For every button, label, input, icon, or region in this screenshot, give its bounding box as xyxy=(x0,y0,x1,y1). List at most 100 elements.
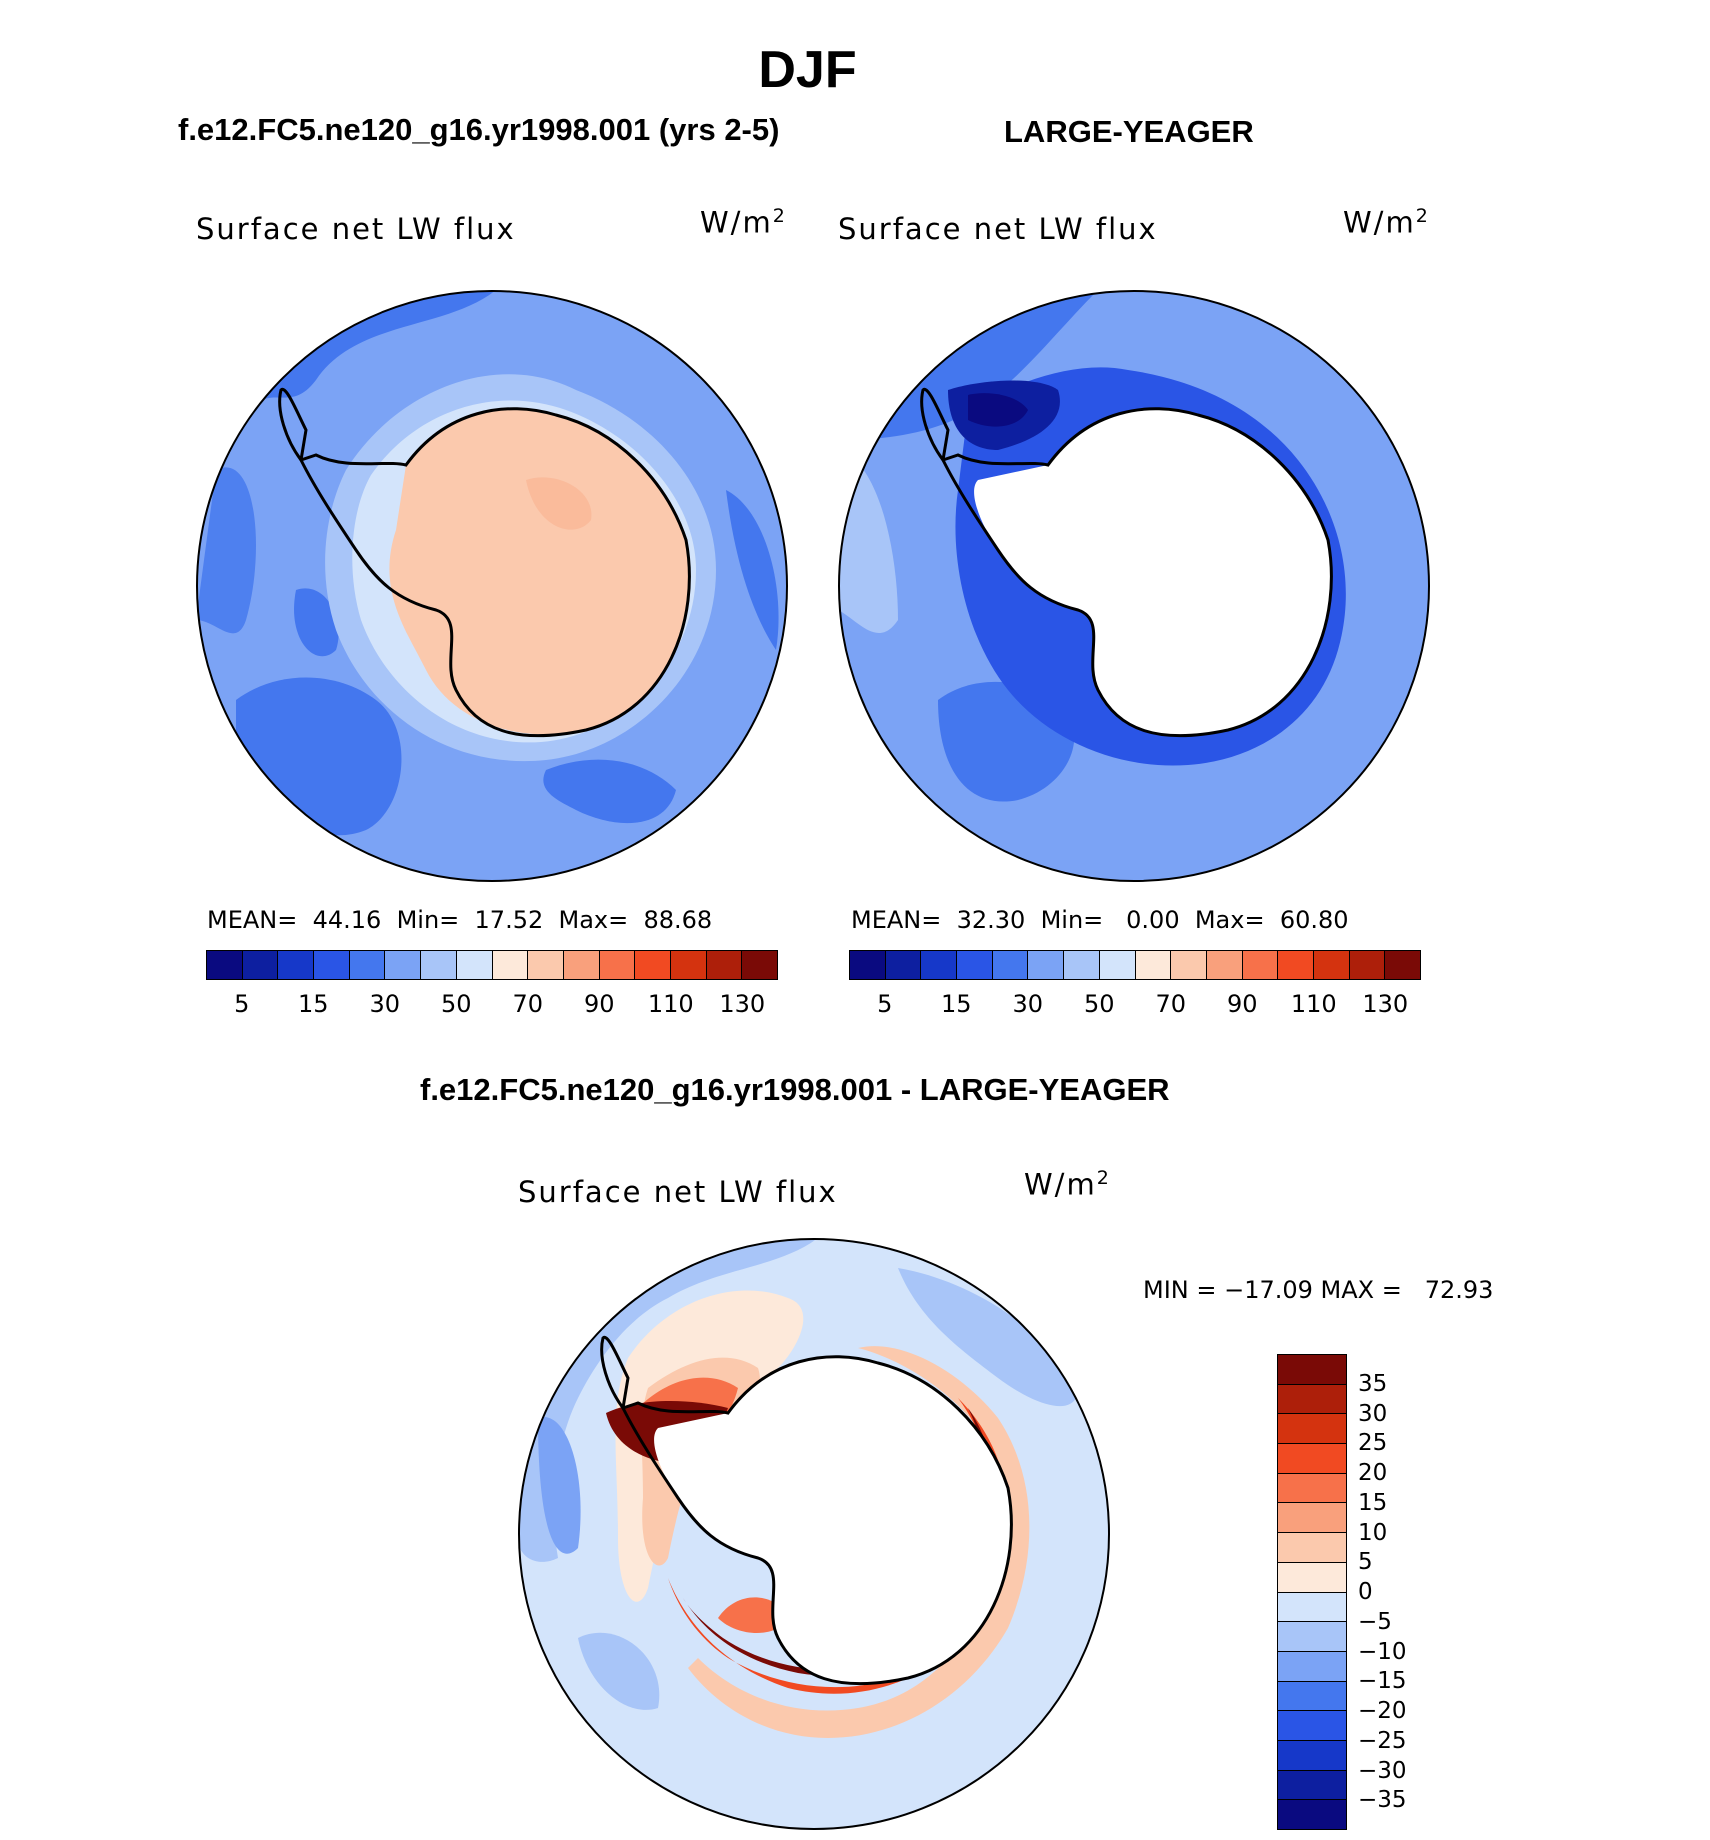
season-title: DJF xyxy=(758,41,857,99)
colorbar-tick-label: 30 xyxy=(369,990,401,1018)
colorbar-swatch xyxy=(635,951,671,979)
colorbar-tick-label: −30 xyxy=(1358,1757,1407,1784)
colorbar-tick-label: 30 xyxy=(1012,990,1044,1018)
colorbar-swatch xyxy=(528,951,564,979)
left-plot-label: Surface net LW flux xyxy=(196,212,516,246)
colorbar-swatch xyxy=(1171,951,1207,979)
colorbar-swatch xyxy=(1278,1384,1346,1415)
diff-colorbar xyxy=(1277,1354,1347,1830)
colorbar-tick-label: 30 xyxy=(1358,1400,1388,1427)
colorbar-tick-label: 130 xyxy=(719,990,766,1018)
colorbar-tick-label: 5 xyxy=(1358,1549,1373,1576)
colorbar-tick-label: 50 xyxy=(1083,990,1115,1018)
colorbar-tick-label: 70 xyxy=(512,990,544,1018)
colorbar-swatch xyxy=(1278,1740,1346,1771)
colorbar-swatch xyxy=(1242,951,1279,979)
colorbar-swatch xyxy=(1278,1355,1346,1385)
colorbar-swatch xyxy=(1278,1414,1346,1445)
colorbar-swatch xyxy=(957,951,993,979)
colorbar-tick-label: 15 xyxy=(1358,1489,1388,1516)
colorbar-swatch xyxy=(492,951,529,979)
colorbar-swatch xyxy=(1278,1800,1346,1829)
colorbar-tick-label: 110 xyxy=(1290,990,1337,1018)
left-units: W/m2 xyxy=(700,205,787,240)
colorbar-swatch xyxy=(921,951,958,979)
colorbar-swatch xyxy=(670,951,707,979)
colorbar-swatch xyxy=(1278,1562,1346,1593)
colorbar-swatch xyxy=(1278,1681,1346,1712)
colorbar-swatch xyxy=(1278,951,1314,979)
colorbar-swatch xyxy=(456,951,493,979)
colorbar-swatch xyxy=(885,951,922,979)
diff-colorbar-ticks: 35 30 25 20 15 10 5 0 −5 −10 −15 −20 −25 −30 −35 xyxy=(1358,1354,1478,1830)
colorbar-swatch xyxy=(1278,1711,1346,1741)
colorbar-swatch xyxy=(349,951,386,979)
colorbar-tick-label: −35 xyxy=(1358,1787,1407,1814)
colorbar-tick-label: 5 xyxy=(877,990,893,1018)
colorbar-swatch xyxy=(1278,1473,1346,1504)
colorbar-swatch xyxy=(1278,1592,1346,1623)
right-units: W/m2 xyxy=(1343,205,1430,240)
colorbar-tick-label: 15 xyxy=(297,990,329,1018)
colorbar-tick-label: −10 xyxy=(1358,1638,1407,1665)
colorbar-swatch xyxy=(1313,951,1350,979)
colorbar-swatch xyxy=(599,951,636,979)
colorbar-swatch xyxy=(1385,951,1420,979)
colorbar-swatch xyxy=(314,951,350,979)
colorbar-tick-label: 20 xyxy=(1358,1460,1388,1486)
colorbar-swatch xyxy=(1278,1444,1346,1474)
colorbar-tick-label: 70 xyxy=(1155,990,1187,1018)
colorbar-tick-label: 0 xyxy=(1358,1579,1373,1605)
diff-plot-label: Surface net LW flux xyxy=(518,1175,838,1209)
colorbar-tick-label: 50 xyxy=(440,990,472,1018)
case-title-right: LARGE-YEAGER xyxy=(1004,114,1254,149)
colorbar-swatch xyxy=(1278,1503,1346,1534)
case-title-left: f.e12.FC5.ne120_g16.yr1998.001 (yrs 2-5) xyxy=(178,112,780,147)
diff-polar-map xyxy=(518,1238,1110,1830)
colorbar-swatch xyxy=(1278,1533,1346,1563)
right-colorbar-ticks: 5 15 30 50 70 90 110 130 xyxy=(849,990,1421,1022)
diff-stats: MIN = −17.09 MAX = 72.93 xyxy=(1143,1276,1494,1304)
colorbar-swatch xyxy=(563,951,600,979)
colorbar-swatch xyxy=(1064,951,1100,979)
colorbar-tick-label: 15 xyxy=(940,990,972,1018)
colorbar-tick-label: −20 xyxy=(1358,1698,1407,1724)
left-colorbar-ticks: 5 15 30 50 70 90 110 130 xyxy=(206,990,778,1022)
colorbar-tick-label: 10 xyxy=(1358,1519,1388,1546)
colorbar-swatch xyxy=(1135,951,1172,979)
colorbar-tick-label: 130 xyxy=(1362,990,1409,1018)
colorbar-swatch xyxy=(385,951,422,979)
right-stats: MEAN= 32.30 Min= 0.00 Max= 60.80 xyxy=(851,906,1349,934)
colorbar-tick-label: 110 xyxy=(647,990,694,1018)
colorbar-swatch xyxy=(1278,1622,1346,1652)
colorbar-tick-label: −25 xyxy=(1358,1727,1407,1754)
colorbar-swatch xyxy=(1349,951,1386,979)
colorbar-swatch xyxy=(1278,1651,1346,1682)
colorbar-swatch xyxy=(1206,951,1243,979)
colorbar-swatch xyxy=(242,951,279,979)
colorbar-swatch xyxy=(992,951,1029,979)
right-colorbar xyxy=(849,950,1421,980)
diff-units: W/m2 xyxy=(1024,1167,1111,1202)
colorbar-swatch xyxy=(742,951,777,979)
colorbar-swatch xyxy=(706,951,743,979)
colorbar-tick-label: −5 xyxy=(1358,1608,1392,1635)
colorbar-tick-label: 25 xyxy=(1358,1430,1388,1457)
left-colorbar xyxy=(206,950,778,980)
colorbar-tick-label: 5 xyxy=(234,990,250,1018)
colorbar-swatch xyxy=(850,951,886,979)
colorbar-tick-label: 90 xyxy=(583,990,615,1018)
left-stats: MEAN= 44.16 Min= 17.52 Max= 88.68 xyxy=(207,906,713,934)
colorbar-tick-label: 90 xyxy=(1226,990,1258,1018)
colorbar-tick-label: 35 xyxy=(1358,1370,1388,1397)
diff-title: f.e12.FC5.ne120_g16.yr1998.001 - LARGE-Y… xyxy=(420,1072,1170,1107)
colorbar-swatch xyxy=(1099,951,1136,979)
left-polar-map xyxy=(196,290,788,882)
right-plot-label: Surface net LW flux xyxy=(838,212,1158,246)
colorbar-swatch xyxy=(1278,1770,1346,1801)
colorbar-swatch xyxy=(207,951,243,979)
colorbar-swatch xyxy=(1028,951,1065,979)
colorbar-swatch xyxy=(278,951,315,979)
colorbar-tick-label: −15 xyxy=(1358,1668,1407,1695)
colorbar-swatch xyxy=(421,951,457,979)
